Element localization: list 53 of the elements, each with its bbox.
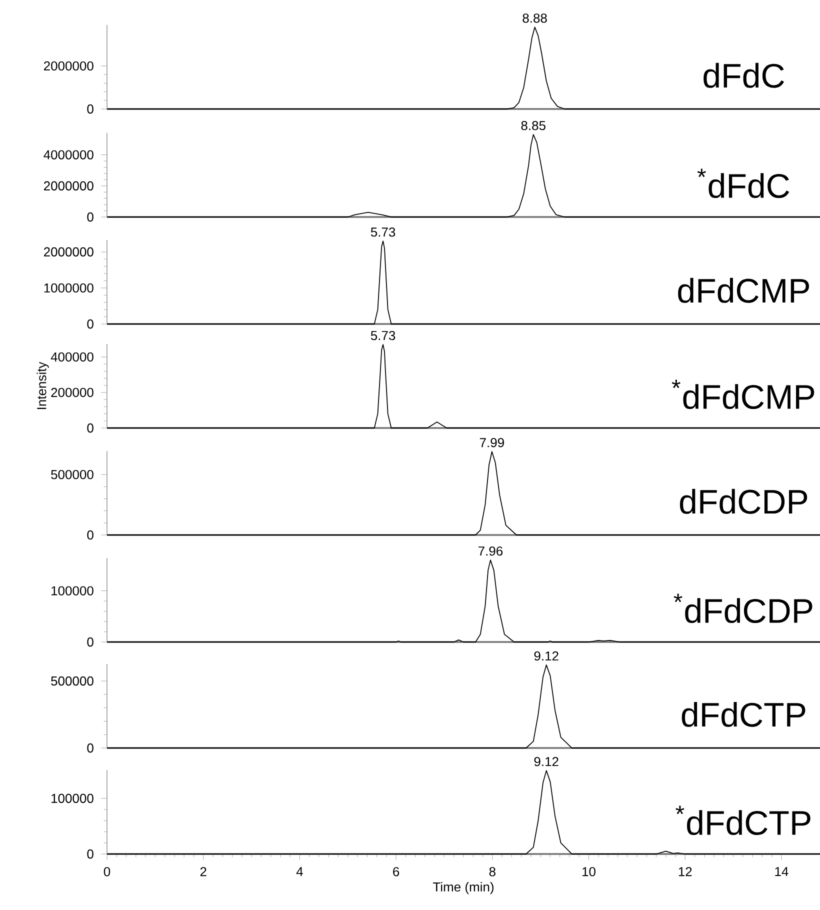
line-series xyxy=(106,344,820,428)
annotation: $^{*}$dFdCTP xyxy=(676,806,810,836)
annotation: 5.73 xyxy=(370,227,396,237)
annotation: 5.73 xyxy=(370,330,396,340)
line-series xyxy=(106,240,820,324)
y-tick-label: 0 xyxy=(87,530,94,540)
y-tick-label: 2000000 xyxy=(44,247,94,256)
x-axis-title: Time (min) xyxy=(432,882,494,894)
annotation: 7.99 xyxy=(480,438,504,448)
y-tick-label: 0 xyxy=(87,423,94,433)
y-tick-label: 100000 xyxy=(52,794,94,803)
y-tick-label: 0 xyxy=(87,104,94,114)
line-series xyxy=(106,770,820,854)
y-tick-label: 100000 xyxy=(52,586,94,596)
x-tick-label: 14 xyxy=(775,867,788,876)
annotation: dFdC xyxy=(704,62,784,88)
x-tick-label: 8 xyxy=(489,867,496,876)
annotation: $^{*}$dFdCDP xyxy=(674,594,812,624)
line-series xyxy=(106,451,820,536)
annotation: dFdCMP xyxy=(678,278,809,303)
annotation: $^{*}$dFdCMP xyxy=(672,380,814,410)
annotation: 8.88 xyxy=(522,14,547,23)
y-tick-label: 1000000 xyxy=(44,283,94,293)
annotation: 7.96 xyxy=(478,546,503,556)
line-series xyxy=(106,664,820,748)
x-tick-label: 10 xyxy=(582,867,596,876)
line-series xyxy=(106,26,820,110)
y-tick-label: 0 xyxy=(87,212,94,222)
y-tick-label: 0 xyxy=(87,319,94,329)
x-tick-label: 12 xyxy=(678,867,692,876)
y-tick-label: 500000 xyxy=(51,470,94,480)
x-tick-label: 0 xyxy=(104,867,110,876)
x-tick-label: 4 xyxy=(296,867,303,876)
line-series xyxy=(106,560,820,642)
y-tick-label: 2000000 xyxy=(44,181,94,190)
y-tick-label: 0 xyxy=(87,637,94,647)
annotation: 9.12 xyxy=(534,651,558,661)
y-tick-label: 500000 xyxy=(51,676,94,686)
x-tick-label: 6 xyxy=(393,867,400,876)
annotation: $^{*}$dFdC xyxy=(697,168,790,198)
annotation: dFdCTP xyxy=(682,702,806,727)
x-tick-label: 2 xyxy=(200,867,206,876)
line-series xyxy=(106,134,820,218)
y-tick-label: 0 xyxy=(87,849,94,859)
annotation: dFdCDP xyxy=(680,488,808,514)
annotation: 8.85 xyxy=(521,120,546,130)
y-axis-title: Intensity xyxy=(36,362,49,410)
y-tick-label: 200000 xyxy=(51,388,94,398)
annotation: 9.12 xyxy=(534,756,558,766)
y-tick-label: 400000 xyxy=(50,352,94,362)
y-tick-label: 4000000 xyxy=(44,150,94,160)
y-tick-label: 0 xyxy=(87,743,94,753)
y-tick-label: 2000000 xyxy=(44,61,94,71)
